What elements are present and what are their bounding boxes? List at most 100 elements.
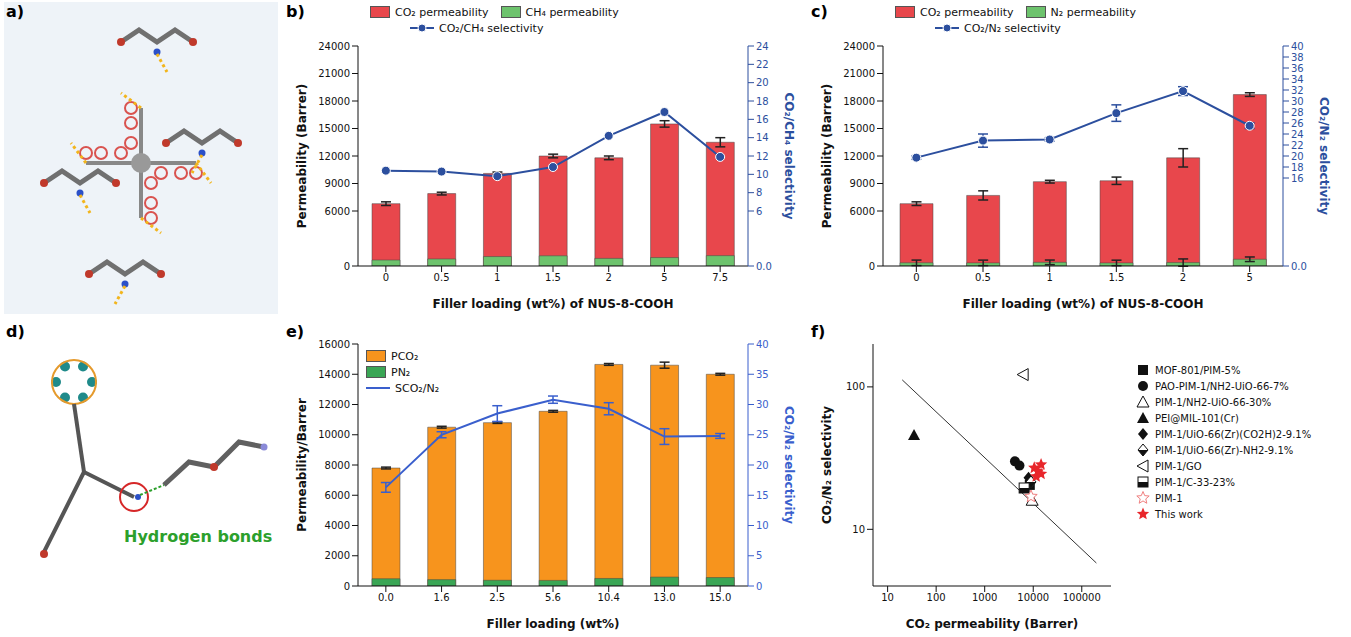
svg-text:16: 16: [1291, 173, 1304, 184]
svg-text:0: 0: [913, 272, 919, 283]
svg-text:38: 38: [1291, 52, 1304, 63]
svg-text:CO₂/N₂ selectivity: CO₂/N₂ selectivity: [1317, 97, 1331, 215]
svg-text:1: 1: [1046, 272, 1052, 283]
svg-text:1: 1: [494, 272, 500, 283]
svg-text:13.0: 13.0: [653, 592, 675, 603]
svg-text:12: 12: [756, 151, 769, 162]
svg-text:16: 16: [756, 114, 769, 125]
svg-text:100000: 100000: [1063, 592, 1101, 603]
svg-text:2: 2: [1180, 272, 1186, 283]
svg-text:15.0: 15.0: [709, 592, 731, 603]
svg-text:24: 24: [756, 41, 769, 52]
svg-text:22: 22: [1291, 140, 1304, 151]
svg-text:1.6: 1.6: [434, 592, 450, 603]
svg-text:18000: 18000: [843, 96, 875, 107]
svg-text:6000: 6000: [325, 490, 350, 501]
svg-text:12000: 12000: [318, 399, 350, 410]
svg-text:40: 40: [756, 339, 769, 350]
svg-text:0.5: 0.5: [434, 272, 450, 283]
svg-text:2: 2: [606, 272, 612, 283]
svg-text:20: 20: [1291, 151, 1304, 162]
svg-text:CO₂/N₂ selectivity: CO₂/N₂ selectivity: [782, 406, 796, 524]
svg-text:24: 24: [1291, 129, 1304, 140]
html-text:b): b): [286, 2, 305, 21]
svg-text:1000: 1000: [972, 592, 997, 603]
svg-text:7.5: 7.5: [712, 272, 728, 283]
svg-text:18000: 18000: [318, 96, 350, 107]
svg-text:6000: 6000: [850, 206, 875, 217]
svg-text:22: 22: [756, 59, 769, 70]
svg-text:5: 5: [661, 272, 667, 283]
svg-text:15: 15: [756, 490, 769, 501]
svg-text:1.5: 1.5: [545, 272, 561, 283]
svg-text:0: 0: [344, 261, 350, 272]
svg-text:100: 100: [846, 381, 865, 392]
svg-text:25: 25: [756, 429, 769, 440]
svg-text:CO₂/N₂ selectivity: CO₂/N₂ selectivity: [820, 406, 834, 524]
svg-text:Hydrogen bonds: Hydrogen bonds: [124, 527, 272, 546]
svg-text:Permeability (Barrer): Permeability (Barrer): [295, 84, 309, 228]
svg-text:CO₂ permeability (Barrer): CO₂ permeability (Barrer): [906, 617, 1079, 631]
svg-text:18: 18: [756, 96, 769, 107]
svg-text:6: 6: [756, 206, 762, 217]
svg-text:8000: 8000: [325, 460, 350, 471]
svg-text:0.0: 0.0: [756, 261, 772, 272]
svg-text:6000: 6000: [325, 206, 350, 217]
svg-text:21000: 21000: [843, 68, 875, 79]
svg-text:0: 0: [383, 272, 389, 283]
svg-text:20: 20: [756, 77, 769, 88]
svg-text:10: 10: [852, 524, 865, 535]
svg-text:2000: 2000: [325, 550, 350, 561]
svg-text:Filler loading (wt%) of NUS-8-: Filler loading (wt%) of NUS-8-COOH: [963, 297, 1204, 311]
svg-text:35: 35: [756, 369, 769, 380]
svg-text:21000: 21000: [318, 68, 350, 79]
svg-text:0: 0: [344, 581, 350, 592]
svg-text:32: 32: [1291, 85, 1304, 96]
svg-text:1.5: 1.5: [1108, 272, 1124, 283]
svg-text:Filler loading (wt%) of NUS-8-: Filler loading (wt%) of NUS-8-COOH: [433, 297, 674, 311]
svg-text:9000: 9000: [850, 178, 875, 189]
svg-text:Permeability/Barrer: Permeability/Barrer: [295, 398, 309, 532]
svg-text:26: 26: [1291, 118, 1304, 129]
svg-text:10: 10: [881, 592, 894, 603]
svg-text:14: 14: [756, 132, 769, 143]
svg-text:5: 5: [756, 550, 762, 561]
svg-text:24000: 24000: [318, 41, 350, 52]
svg-text:20: 20: [756, 460, 769, 471]
svg-text:10: 10: [756, 169, 769, 180]
svg-text:9000: 9000: [325, 178, 350, 189]
svg-text:36: 36: [1291, 63, 1304, 74]
svg-text:10: 10: [756, 520, 769, 531]
svg-text:CO₂/CH₄ selectivity: CO₂/CH₄ selectivity: [782, 93, 796, 220]
svg-text:10000: 10000: [318, 429, 350, 440]
svg-text:34: 34: [1291, 74, 1304, 85]
svg-text:5: 5: [1246, 272, 1252, 283]
svg-text:24000: 24000: [843, 41, 875, 52]
svg-text:Filler loading (wt%): Filler loading (wt%): [486, 617, 619, 631]
svg-text:2.5: 2.5: [489, 592, 505, 603]
svg-text:0.5: 0.5: [975, 272, 991, 283]
svg-text:4000: 4000: [325, 520, 350, 531]
svg-text:Permeability (Barrer): Permeability (Barrer): [820, 84, 834, 228]
svg-text:0.0: 0.0: [1291, 261, 1307, 272]
svg-text:15000: 15000: [843, 123, 875, 134]
svg-text:28: 28: [1291, 107, 1304, 118]
html-text:a): a): [6, 2, 25, 21]
svg-text:0.0: 0.0: [378, 592, 394, 603]
svg-text:5.6: 5.6: [545, 592, 561, 603]
svg-text:15000: 15000: [318, 123, 350, 134]
svg-text:100: 100: [927, 592, 946, 603]
svg-text:30: 30: [756, 399, 769, 410]
svg-text:0: 0: [869, 261, 875, 272]
svg-text:14000: 14000: [318, 369, 350, 380]
svg-text:10.4: 10.4: [598, 592, 620, 603]
svg-text:12000: 12000: [843, 151, 875, 162]
svg-text:12000: 12000: [318, 151, 350, 162]
svg-text:18: 18: [1291, 162, 1304, 173]
svg-text:0: 0: [756, 581, 762, 592]
svg-text:40: 40: [1291, 41, 1304, 52]
svg-text:16000: 16000: [318, 339, 350, 350]
svg-text:8: 8: [756, 187, 762, 198]
svg-text:10000: 10000: [1017, 592, 1049, 603]
svg-text:30: 30: [1291, 96, 1304, 107]
